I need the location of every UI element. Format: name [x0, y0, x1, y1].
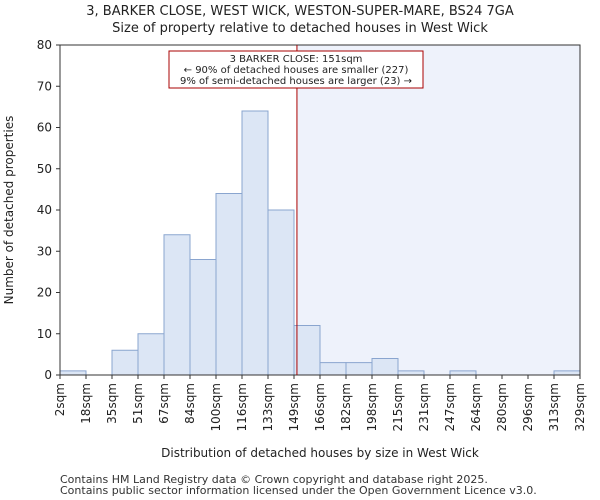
histogram-bar — [293, 325, 321, 376]
x-tick-label: 264sqm — [469, 383, 483, 431]
histogram-bar — [163, 234, 191, 376]
x-tick-label: 296sqm — [521, 383, 535, 431]
histogram-bar — [553, 370, 581, 376]
histogram-bar — [371, 358, 399, 376]
y-tick-label: 50 — [37, 162, 52, 176]
y-tick-label: 20 — [37, 286, 52, 300]
x-tick-label: 313sqm — [547, 383, 561, 431]
x-tick-label: 280sqm — [495, 383, 509, 431]
x-tick-label: 18sqm — [79, 383, 93, 424]
histogram-bar — [59, 370, 87, 376]
histogram-bar — [319, 362, 347, 376]
x-tick-label: 247sqm — [443, 383, 457, 431]
histogram-bar — [345, 362, 373, 376]
x-tick-label: 35sqm — [105, 383, 119, 424]
x-tick-label: 133sqm — [261, 383, 275, 431]
y-tick-label: 80 — [37, 38, 52, 52]
y-tick-label: 40 — [37, 203, 52, 217]
histogram-bar — [449, 370, 477, 376]
x-tick-label: 231sqm — [417, 383, 431, 431]
x-tick-label: 329sqm — [573, 383, 587, 431]
annotation-line-3: 9% of semi-detached houses are larger (2… — [180, 76, 412, 87]
y-tick-label: 30 — [37, 244, 52, 258]
larger-region-shade — [296, 45, 580, 375]
y-tick-label: 10 — [37, 327, 52, 341]
y-tick-label: 70 — [37, 79, 52, 93]
footer-licence: Contains public sector information licen… — [60, 484, 537, 497]
x-tick-label: 149sqm — [287, 383, 301, 431]
y-tick-label: 60 — [37, 121, 52, 135]
annotation-box — [168, 50, 424, 89]
histogram-bar — [111, 349, 139, 376]
annotation-line-2: ← 90% of detached houses are smaller (22… — [184, 65, 409, 76]
x-tick-label: 182sqm — [339, 383, 353, 431]
chart-subtitle: Size of property relative to detached ho… — [112, 21, 488, 36]
chart-title: 3, BARKER CLOSE, WEST WICK, WESTON-SUPER… — [86, 4, 514, 19]
y-tick-label: 0 — [44, 368, 52, 382]
histogram-bar — [215, 193, 243, 376]
x-axis-label: Distribution of detached houses by size … — [161, 446, 479, 460]
histogram-bar — [241, 110, 269, 376]
x-tick-label: 51sqm — [131, 383, 145, 424]
footer-copyright: Contains HM Land Registry data © Crown c… — [60, 473, 488, 486]
y-axis-label: Number of detached properties — [2, 116, 16, 305]
x-tick-label: 166sqm — [313, 383, 327, 431]
x-tick-label: 2sqm — [53, 383, 67, 416]
x-tick-label: 198sqm — [365, 383, 379, 431]
histogram-bar — [137, 333, 165, 376]
histogram-bar — [397, 370, 425, 376]
x-tick-label: 84sqm — [183, 383, 197, 424]
histogram-bar — [189, 259, 217, 376]
annotation-line-1: 3 BARKER CLOSE: 151sqm — [230, 54, 363, 65]
x-tick-label: 67sqm — [157, 383, 171, 424]
x-tick-label: 116sqm — [235, 383, 249, 431]
x-tick-label: 100sqm — [209, 383, 223, 431]
histogram-bar — [267, 209, 295, 376]
x-tick-label: 215sqm — [391, 383, 405, 431]
